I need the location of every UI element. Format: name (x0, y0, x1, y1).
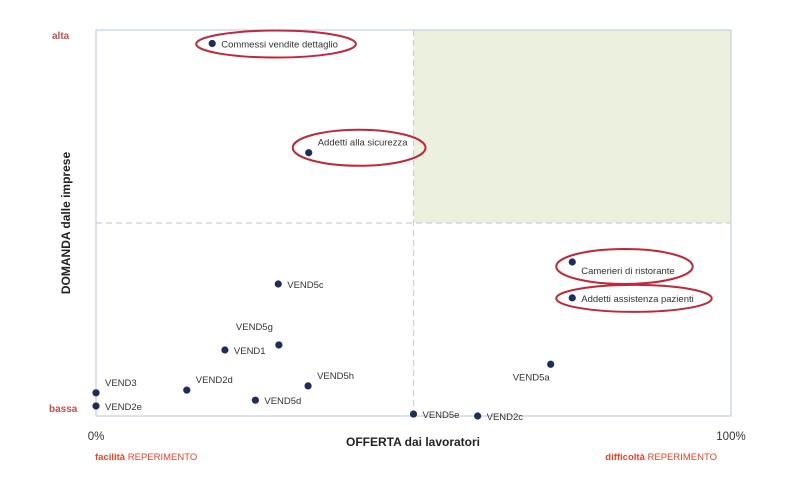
footer-left-note: facilità REPERIMENTO (95, 452, 197, 463)
data-point (409, 410, 418, 418)
data-point (221, 346, 229, 354)
point-label: VEND5c (287, 280, 324, 291)
data-point (568, 294, 576, 302)
point-label: VEND1 (234, 346, 266, 357)
data-point (208, 39, 216, 48)
point-label: VEND5g (236, 322, 273, 333)
point-label: VEND5e (423, 410, 460, 421)
data-points-layer: Commessi vendite dettaglio Addetti alla s… (92, 29, 713, 423)
point-label: VEND5d (264, 396, 301, 407)
data-point (92, 402, 100, 410)
point-label: VEND2c (487, 412, 524, 423)
footer-left-normal: REPERIMENTO (125, 452, 197, 463)
data-point (547, 360, 555, 368)
footer-right-bold: difficoltà (605, 452, 645, 463)
y-tick-alta: alta (52, 31, 70, 42)
data-point (275, 341, 283, 349)
footer-right-normal: REPERIMENTO (645, 452, 717, 463)
point-label: VEND2e (105, 402, 142, 413)
point-label: VEND2d (196, 375, 233, 386)
y-axis-title: DOMANDA dalle imprese (59, 152, 73, 295)
highlight-ellipse (555, 283, 713, 313)
data-point (92, 389, 100, 397)
data-point (474, 412, 482, 420)
data-point (274, 280, 282, 288)
footer-left-bold: facilità (95, 452, 126, 463)
data-point (304, 382, 312, 390)
point-label: VEND5h (317, 371, 354, 382)
point-label: VEND3 (105, 378, 137, 389)
x-tick-100: 100% (716, 431, 745, 443)
point-label: VEND5a (513, 372, 551, 383)
footer-right-note: difficoltà REPERIMENTO (605, 452, 717, 463)
data-point (305, 149, 313, 157)
data-point (251, 396, 259, 404)
point-label: Commessi vendite dettaglio (221, 40, 338, 51)
x-tick-0: 0% (88, 431, 105, 443)
data-point (183, 386, 191, 394)
point-label: Addetti assistenza pazienti (581, 294, 693, 305)
highlighted-quadrant (413, 30, 731, 223)
y-tick-bassa: bassa (49, 404, 78, 415)
highlight-ellipse (195, 29, 357, 59)
x-axis-title: OFFERTA dai lavoratori (346, 435, 480, 449)
data-point (568, 258, 576, 266)
highlight-ellipse (291, 128, 427, 167)
point-label: Camerieri di ristorante (581, 266, 674, 277)
point-label: Addetti alla sicurezza (318, 138, 408, 149)
